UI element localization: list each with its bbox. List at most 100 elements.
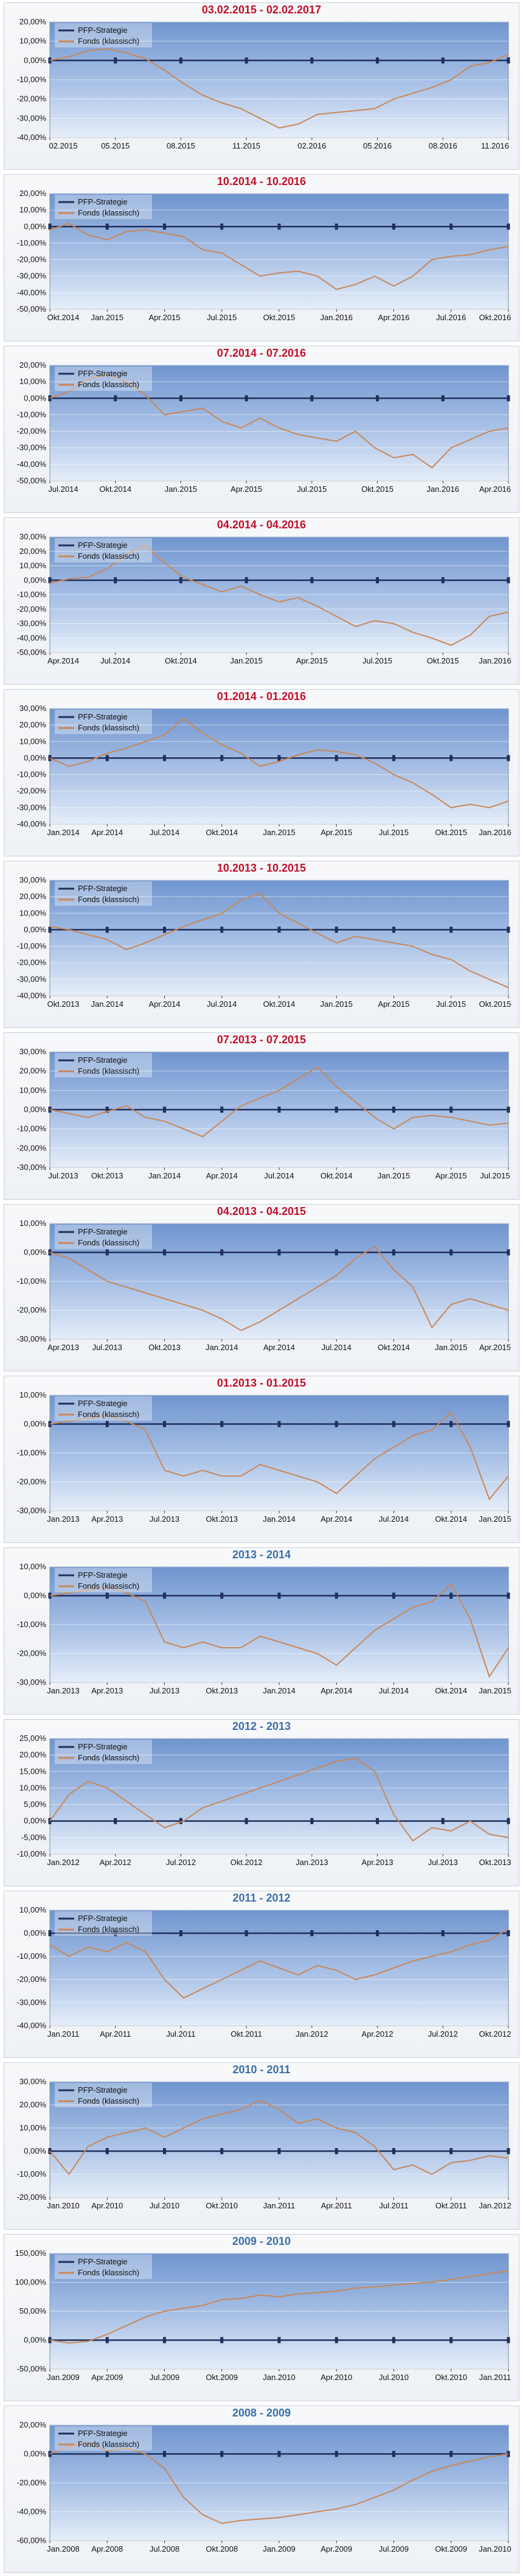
x-tick-label: Okt.2013: [91, 1171, 123, 1180]
baseline-marker: [334, 223, 338, 230]
chart-svg: -30,00% -20,00% -10,00% 0,00% 10,00% Apr.2013…: [17, 1219, 511, 1352]
legend-box: [55, 1911, 152, 1936]
x-tick-label: Jan.2015: [479, 1686, 511, 1695]
legend-label: Fonds (klassisch): [78, 1410, 139, 1419]
y-tick-label: 10,00%: [19, 1219, 47, 1228]
x-tick-label: Jul.2009: [379, 2544, 409, 2553]
legend-label: Fonds (klassisch): [78, 1066, 139, 1076]
baseline-marker: [105, 1421, 109, 1427]
legend-label: PFP-Strategie: [78, 884, 128, 893]
y-tick-label: -30,00%: [17, 271, 47, 281]
baseline-marker: [507, 1930, 510, 1936]
chart-svg: -40,00% -30,00% -20,00% -10,00% 0,00% 10,00% 2…: [17, 17, 510, 150]
chart-svg: -20,00% -10,00% 0,00% 10,00% 20,00% 30,00% Jan…: [17, 2077, 511, 2210]
baseline-marker: [449, 1592, 453, 1599]
x-tick-label: Jul.2012: [166, 1858, 196, 1867]
x-tick-label: Okt.2015: [435, 828, 467, 837]
x-tick-label: Jan.2011: [47, 2029, 80, 2039]
chart-panel: 01.2013 - 01.2015 -30,00% -20,00% -10,00% 0,…: [0, 1376, 523, 1543]
y-tick-label: -30,00%: [17, 1506, 47, 1515]
y-tick-label: 20,00%: [19, 720, 47, 729]
plot-area: [49, 880, 509, 996]
baseline-marker: [376, 1818, 379, 1824]
baseline-marker: [48, 1818, 52, 1824]
y-tick-label: -60,00%: [17, 2536, 47, 2545]
x-tick-label: Apr.2012: [362, 2029, 393, 2039]
y-tick-label: -10,00%: [17, 1849, 47, 1858]
x-tick-label: Jan.2015: [435, 1343, 468, 1352]
y-tick-label: -20,00%: [17, 604, 47, 614]
y-tick-label: 10,00%: [19, 1390, 47, 1399]
y-tick-label: 20,00%: [19, 17, 47, 26]
chart-panel: 04.2014 - 04.2016 -50,00% -40,00% -30,00% -2…: [0, 517, 523, 685]
chart-title: 2011 - 2012: [232, 1892, 291, 1904]
x-tick-label: Jan.2009: [263, 2544, 296, 2553]
legend-label: PFP-Strategie: [78, 1227, 128, 1236]
x-tick-label: Jul.2015: [207, 313, 237, 322]
legend-label: Fonds (klassisch): [78, 1925, 139, 1934]
x-tick-label: Apr.2012: [100, 1858, 131, 1867]
baseline-marker: [220, 223, 224, 230]
chart-title: 04.2014 - 04.2016: [216, 519, 307, 531]
baseline-marker: [392, 1107, 395, 1113]
baseline-marker: [114, 57, 117, 64]
baseline-marker: [105, 223, 109, 230]
series-line-fonds: [49, 718, 509, 808]
legend-label: PFP-Strategie: [78, 26, 128, 35]
legend-box: [55, 1568, 152, 1592]
series-line-fonds: [49, 545, 509, 646]
x-tick-label: Apr.2014: [320, 1686, 352, 1695]
y-tick-label: -40,00%: [17, 2507, 47, 2516]
baseline-marker: [163, 2451, 166, 2457]
baseline-marker: [163, 755, 166, 761]
y-tick-label: -20,00%: [17, 1306, 47, 1315]
legend-label: Fonds (klassisch): [78, 1581, 139, 1591]
baseline-marker: [507, 223, 510, 230]
y-tick-label: -50,00%: [17, 476, 47, 485]
x-tick-label: Jul.2013: [92, 1343, 122, 1352]
x-tick-label: Apr.2015: [435, 1171, 467, 1180]
series-line-fonds: [49, 1066, 509, 1138]
series-line-fonds: [49, 1583, 509, 1678]
baseline-marker: [220, 2337, 224, 2343]
baseline-marker: [179, 1930, 182, 1936]
legend-box: [55, 2426, 152, 2451]
y-tick-label: 0,00%: [24, 753, 46, 762]
y-tick-label: -30,00%: [17, 619, 47, 628]
baseline-marker: [441, 395, 445, 402]
x-tick-label: Jan.2012: [47, 1858, 80, 1867]
y-tick-label: -20,00%: [17, 2478, 47, 2487]
x-tick-label: Okt.2014: [99, 485, 131, 494]
baseline-marker: [507, 1249, 510, 1256]
legend-label: PFP-Strategie: [78, 541, 128, 550]
baseline-marker: [334, 1592, 338, 1599]
x-tick-label: Jul.2015: [297, 485, 327, 494]
x-tick-label: Jan.2013: [47, 1686, 80, 1695]
x-tick-label: Jul.2010: [150, 2201, 179, 2210]
y-tick-label: -30,00%: [17, 1998, 47, 2007]
legend-label: PFP-Strategie: [78, 2085, 128, 2095]
legend-label: Fonds (klassisch): [78, 2440, 139, 2449]
legend-label: Fonds (klassisch): [78, 37, 139, 46]
y-tick-label: -20,00%: [17, 1477, 47, 1486]
y-tick-label: -10,00%: [17, 1124, 47, 1133]
y-tick-label: 0,00%: [24, 2146, 46, 2155]
x-tick-label: Okt.2014: [378, 1343, 410, 1352]
chart-title: 2009 - 2010: [232, 2235, 291, 2247]
y-tick-label: -40,00%: [17, 460, 47, 469]
y-tick-label: 20,00%: [19, 2100, 47, 2109]
baseline-marker: [105, 1107, 109, 1113]
baseline-marker: [105, 2148, 109, 2154]
y-tick-label: -40,00%: [17, 133, 47, 142]
legend-label: PFP-Strategie: [78, 2257, 128, 2266]
legend-label: Fonds (klassisch): [78, 895, 139, 904]
y-tick-label: -10,00%: [17, 590, 47, 599]
y-tick-label: 0,00%: [24, 575, 46, 584]
y-tick-label: -40,00%: [17, 633, 47, 642]
y-tick-label: -10,00%: [17, 75, 47, 84]
y-tick-label: -40,00%: [17, 991, 47, 1000]
